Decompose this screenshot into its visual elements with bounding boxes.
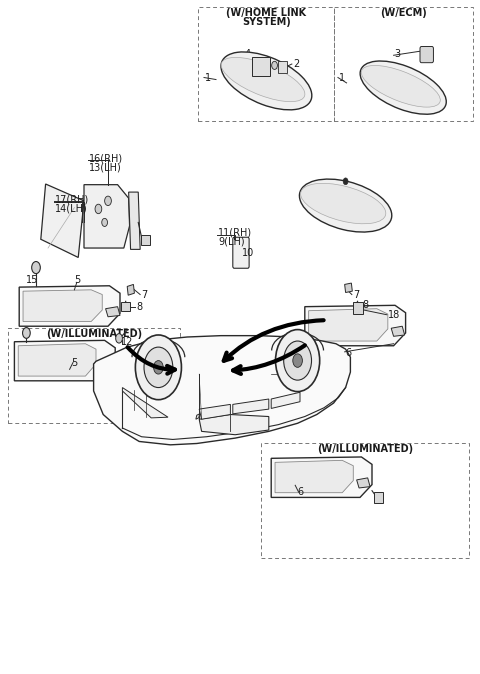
Bar [334,7,473,121]
Text: 1: 1 [339,73,345,82]
Polygon shape [41,184,84,257]
Bar [121,302,130,311]
Polygon shape [199,404,230,419]
Text: (W/ILLUMINATED): (W/ILLUMINATED) [317,444,413,454]
Polygon shape [357,478,370,488]
Polygon shape [271,392,300,408]
Text: 13(LH): 13(LH) [89,162,121,172]
Bar [278,61,287,73]
Polygon shape [196,414,200,419]
Bar [141,235,150,245]
Polygon shape [19,286,120,326]
Circle shape [23,328,30,338]
Polygon shape [233,399,269,414]
Text: 8: 8 [362,300,369,309]
Polygon shape [305,305,406,346]
Bar [353,302,363,314]
Text: SYSTEM): SYSTEM) [242,18,291,27]
Text: 15: 15 [26,275,39,284]
Ellipse shape [361,65,440,107]
Circle shape [144,347,173,388]
Text: (W/ILLUMINATED): (W/ILLUMINATED) [46,330,142,339]
Polygon shape [271,457,372,497]
Bar [198,7,334,121]
Polygon shape [199,415,269,435]
Text: 2: 2 [293,59,299,69]
Polygon shape [345,283,352,293]
Text: 1: 1 [364,206,370,216]
Text: 3: 3 [395,49,401,59]
Circle shape [32,262,40,274]
Circle shape [284,341,312,380]
Text: 11(RH): 11(RH) [218,228,252,237]
Circle shape [135,335,181,400]
Circle shape [95,204,102,214]
Circle shape [102,218,108,226]
Text: (W/HOME LINK: (W/HOME LINK [227,9,306,18]
Bar [261,443,469,558]
Text: 8: 8 [136,302,143,311]
Text: 14(LH): 14(LH) [55,204,88,213]
Text: 5: 5 [71,359,78,368]
FancyBboxPatch shape [420,47,433,63]
Bar [8,328,180,423]
Ellipse shape [300,179,392,232]
Text: 6: 6 [297,487,303,497]
Text: 5: 5 [74,275,81,284]
Polygon shape [391,326,405,336]
Ellipse shape [221,57,305,102]
Text: 12: 12 [121,338,133,347]
Ellipse shape [300,183,386,224]
Bar [252,57,270,76]
Polygon shape [14,340,115,381]
Polygon shape [101,361,114,371]
Circle shape [276,330,320,392]
Circle shape [105,196,111,206]
Text: 17(RH): 17(RH) [55,195,89,204]
Bar [374,492,383,503]
Circle shape [293,354,302,367]
Text: 16(RH): 16(RH) [89,154,123,163]
Polygon shape [309,309,388,341]
Ellipse shape [221,52,312,110]
Circle shape [272,61,277,69]
Polygon shape [94,336,350,445]
Circle shape [154,361,163,374]
Text: 6: 6 [346,348,352,357]
Polygon shape [127,284,134,295]
Ellipse shape [360,61,446,114]
Polygon shape [106,307,120,317]
Text: 1: 1 [205,73,211,82]
Polygon shape [275,460,353,493]
Text: 4: 4 [245,49,251,59]
Text: 10: 10 [242,248,254,257]
Polygon shape [84,185,130,248]
Text: 7: 7 [141,290,147,300]
Text: 9(LH): 9(LH) [218,237,245,246]
Circle shape [116,334,122,343]
Polygon shape [18,344,96,376]
Polygon shape [23,290,102,321]
FancyBboxPatch shape [233,237,249,268]
Circle shape [343,178,348,185]
Polygon shape [122,388,168,418]
Text: 18: 18 [388,310,400,319]
Text: 7: 7 [353,290,359,299]
Text: (W/ECM): (W/ECM) [380,9,427,18]
Polygon shape [129,192,140,249]
